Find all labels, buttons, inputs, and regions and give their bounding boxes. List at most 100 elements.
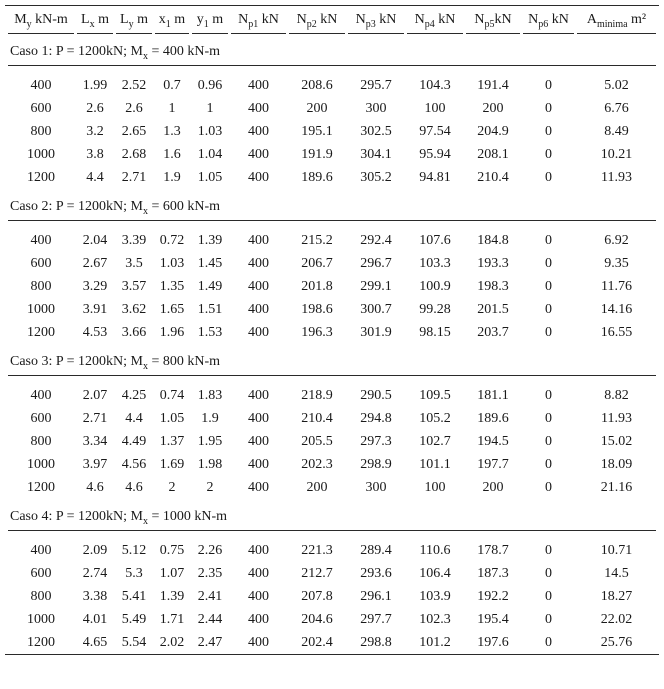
table-cell: 1.35 <box>159 279 185 294</box>
table-cell: 400 <box>30 233 52 248</box>
table-cell: 210.4 <box>301 411 333 426</box>
column-header: Ly m <box>116 6 152 34</box>
table-cell: 103.9 <box>419 589 451 604</box>
table-cell: 18.09 <box>600 457 633 472</box>
table-cell: 178.7 <box>477 543 509 558</box>
table-cell: 297.3 <box>360 434 392 449</box>
table-cell: 3.38 <box>82 589 108 604</box>
table-cell: 1 <box>206 101 214 116</box>
table-cell: 3.39 <box>121 233 147 248</box>
column-header: Np3 kN <box>348 6 404 34</box>
table-cell: 4.65 <box>82 635 108 650</box>
table-cell: 102.3 <box>419 612 451 627</box>
table-cell: 297.7 <box>360 612 392 627</box>
table-cell: 2.71 <box>82 411 108 426</box>
table-cell: 106.4 <box>419 566 451 581</box>
subscript: x <box>143 360 148 372</box>
table-cell: 1.37 <box>159 434 185 449</box>
table-row: 400 1.99 2.52 0.7 0.96 400 208.6 295.7 104.3 191.… <box>8 66 656 97</box>
table-cell: 102.7 <box>419 434 451 449</box>
table-cell: 3.5 <box>125 256 143 271</box>
table-cell: 16.55 <box>600 325 633 340</box>
table-row: 1200 4.53 3.66 1.96 1.53 400 196.3 301.9 98.15 20… <box>8 321 656 344</box>
table-cell: 1200 <box>27 635 55 650</box>
column-header: Aminima m² <box>577 6 656 34</box>
table-cell: 290.5 <box>360 388 392 403</box>
table-cell: 101.1 <box>419 457 451 472</box>
table-cell: 1.39 <box>159 589 185 604</box>
table-row: 800 3.34 4.49 1.37 1.95 400 205.5 297.3 102.7 194… <box>8 430 656 453</box>
table-cell: 2.68 <box>121 147 147 162</box>
table-cell: 1.05 <box>159 411 185 426</box>
table-cell: 10.21 <box>600 147 633 162</box>
subscript: p1 <box>248 18 259 30</box>
table-cell: 298.9 <box>360 457 392 472</box>
table-cell: 196.3 <box>301 325 333 340</box>
table-cell: 2.67 <box>82 256 108 271</box>
table-cell: 105.2 <box>419 411 451 426</box>
table-cell: 4.56 <box>121 457 147 472</box>
column-header: Np1 kN <box>231 6 286 34</box>
table-row: 1200 4.6 4.6 2 2 400 200 300 100 200 0 21.16 <box>8 476 656 499</box>
table-cell: 14.5 <box>604 566 629 581</box>
table-cell: 0.75 <box>159 543 185 558</box>
table-body: Caso 1: P = 1200kN; Mx = 400 kN-m 400 1.99… <box>8 34 656 654</box>
table-cell: 1.03 <box>197 124 223 139</box>
table-cell: 204.6 <box>301 612 333 627</box>
table-cell: 0 <box>545 233 552 248</box>
table-cell: 4.25 <box>121 388 147 403</box>
table-cell: 0.72 <box>159 233 185 248</box>
table-cell: 1.49 <box>197 279 223 294</box>
table-cell: 400 <box>248 302 269 317</box>
table-cell: 300.7 <box>360 302 392 317</box>
table-cell: 207.8 <box>301 589 333 604</box>
table-cell: 1.04 <box>197 147 223 162</box>
table-cell: 3.57 <box>121 279 147 294</box>
table-cell: 184.8 <box>477 233 509 248</box>
table-cell: 1.69 <box>159 457 185 472</box>
section-header: Caso 2: P = 1200kN; Mx = 600 kN-m <box>8 189 656 221</box>
table-cell: 10.71 <box>600 543 633 558</box>
table-cell: 400 <box>30 78 52 93</box>
table-cell: 0 <box>545 78 552 93</box>
table-cell: 1.6 <box>163 147 181 162</box>
table-cell: 198.3 <box>477 279 509 294</box>
subscript: x <box>143 50 148 62</box>
table-cell: 2 <box>168 480 176 495</box>
table-cell: 400 <box>30 388 52 403</box>
table-row: 400 2.09 5.12 0.75 2.26 400 221.3 289.4 110.6 178… <box>8 531 656 562</box>
section-header-row: Caso 2: P = 1200kN; Mx = 600 kN-m <box>8 189 656 221</box>
table-cell: 202.3 <box>301 457 333 472</box>
table-cell: 400 <box>248 147 269 162</box>
table-cell: 400 <box>248 78 269 93</box>
table-cell: 0 <box>545 635 552 650</box>
table-cell: 1.51 <box>197 302 223 317</box>
table-cell: 5.54 <box>121 635 147 650</box>
table-cell: 197.7 <box>477 457 509 472</box>
table-cell: 1200 <box>27 480 55 495</box>
section-header-row: Caso 4: P = 1200kN; Mx = 1000 kN-m <box>8 499 656 531</box>
table-cell: 3.91 <box>82 302 108 317</box>
column-header: Np2 kN <box>289 6 345 34</box>
table-cell: 2.02 <box>159 635 185 650</box>
table-cell: 0 <box>545 256 552 271</box>
table-cell: 9.35 <box>604 256 629 271</box>
table-cell: 194.5 <box>477 434 509 449</box>
table-cell: 1.05 <box>197 170 223 185</box>
table-cell: 2.52 <box>121 78 147 93</box>
table-cell: 208.1 <box>477 147 509 162</box>
table-cell: 400 <box>30 543 52 558</box>
table-cell: 205.5 <box>301 434 333 449</box>
table-cell: 22.02 <box>600 612 633 627</box>
table-cell: 101.2 <box>419 635 451 650</box>
table-cell: 1 <box>168 101 176 116</box>
table-cell: 11.93 <box>601 411 632 426</box>
table-cell: 293.6 <box>360 566 392 581</box>
table-row: 600 2.6 2.6 1 1 400 200 300 100 200 0 6.76 <box>8 97 656 120</box>
table-cell: 800 <box>30 434 52 449</box>
table-row: 600 2.71 4.4 1.05 1.9 400 210.4 294.8 105.2 189.6… <box>8 407 656 430</box>
results-table: My kN-m Lx m Ly m x1 m y1 m Np1 kN Np2 kN Np3 k… <box>5 5 659 655</box>
table-cell: 400 <box>248 170 269 185</box>
table-cell: 289.4 <box>360 543 392 558</box>
